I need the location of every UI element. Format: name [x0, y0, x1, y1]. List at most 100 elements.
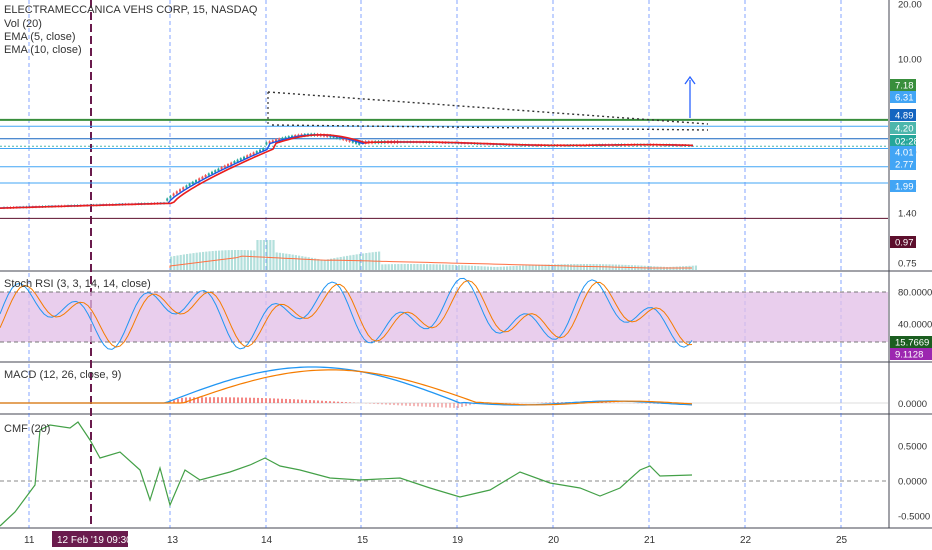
volume-bar — [493, 266, 496, 270]
volume-bar — [294, 255, 297, 270]
price-tag-text: 1.99 — [895, 182, 914, 193]
price-pane[interactable] — [0, 75, 888, 219]
cmf-line — [0, 421, 693, 527]
price-tag-text: 6.31 — [895, 93, 914, 104]
volume-bar — [586, 264, 589, 270]
trendline-upper — [267, 91, 709, 125]
price-tag: 4.89 — [890, 109, 916, 122]
volume-bar — [330, 258, 333, 270]
volume-bar — [531, 265, 534, 270]
volume-bar — [346, 255, 349, 270]
volume-bar — [432, 264, 435, 270]
candle-body — [252, 152, 255, 155]
volume-bar — [477, 266, 480, 270]
volume-bar — [518, 265, 521, 270]
cmf-label[interactable]: CMF (20) — [4, 423, 51, 435]
volume-bar — [502, 266, 505, 270]
volume-bar — [525, 265, 528, 270]
price-tick-label: 10.00 — [898, 55, 922, 66]
time-tick-label: 25 — [836, 535, 848, 546]
volume-bar — [282, 253, 285, 270]
candle-body — [355, 141, 357, 144]
volume-bar — [509, 266, 512, 270]
candle-body — [172, 193, 175, 196]
cmf-tick-label: -0.5000 — [898, 512, 930, 523]
volume-bar — [221, 250, 224, 270]
time-tick-label: 11 — [24, 535, 35, 546]
volume-bar — [317, 258, 320, 270]
candle-body — [166, 198, 169, 201]
candle-body — [198, 178, 201, 181]
volume-bar — [582, 264, 585, 270]
volume-bar — [275, 252, 278, 270]
volume-bar — [202, 251, 205, 270]
candle-body — [214, 170, 217, 173]
volume-bar — [269, 240, 272, 270]
volume-bar — [256, 240, 259, 270]
volume-bar — [570, 264, 573, 270]
stoch-label[interactable]: Stoch RSI (3, 3, 14, 14, close) — [4, 278, 151, 290]
volume-bar — [499, 266, 502, 270]
price-axis[interactable]: 20.0010.004.001.991.400.757.186.314.894.… — [890, 0, 932, 523]
volume-bar — [307, 257, 310, 270]
candle-body — [265, 142, 268, 145]
volume-bar — [474, 265, 477, 270]
stoch-tick-label: 40.0000 — [898, 320, 932, 331]
stoch-tag-text: 9.1128 — [895, 350, 923, 361]
volume-bar — [237, 250, 240, 270]
candle-body — [284, 136, 287, 140]
volume-bar — [384, 264, 387, 270]
price-tag: 1.99 — [890, 180, 916, 193]
ema10-label[interactable]: EMA (10, close) — [4, 44, 82, 56]
time-tick-label: 22 — [740, 535, 752, 546]
price-tick-label: 1.40 — [898, 209, 917, 220]
time-tick-label: 21 — [644, 535, 656, 546]
volume-bar — [483, 266, 486, 270]
price-tag-bg — [890, 122, 916, 134]
candle-body — [358, 142, 361, 145]
volume-bar — [262, 240, 265, 270]
price-tag-text: 0.97 — [895, 238, 914, 249]
volume-bar — [243, 250, 246, 270]
volume-bar — [246, 250, 249, 270]
candle-body — [185, 185, 188, 188]
price-tag-bg — [890, 146, 916, 158]
macd-label[interactable]: MACD (12, 26, close, 9) — [4, 369, 122, 381]
volume-bar — [550, 264, 553, 270]
volume-bar — [445, 264, 448, 270]
price-tag-text: 02:28 — [895, 137, 919, 148]
volume-bar — [259, 240, 262, 270]
price-tag-text: 4.20 — [895, 124, 914, 135]
candle-body — [230, 162, 233, 165]
volume-bar — [230, 250, 233, 270]
candle-body — [191, 181, 194, 185]
volume-bar — [320, 259, 323, 270]
price-tag-bg — [890, 236, 916, 248]
time-tick-label: 14 — [261, 535, 273, 546]
volume-bar — [480, 266, 483, 270]
candle-body — [182, 187, 185, 190]
ema5-label[interactable]: EMA (5, close) — [4, 31, 76, 43]
macd-pane[interactable] — [0, 366, 888, 408]
stoch-rsi-pane[interactable] — [0, 277, 888, 350]
volume-bar — [426, 264, 429, 270]
volume-bar — [534, 265, 537, 270]
cmf-pane[interactable] — [0, 421, 888, 527]
volume-bar — [250, 250, 253, 270]
price-tick-label: 20.00 — [898, 0, 922, 11]
price-tag-bg — [890, 91, 916, 103]
volume-bar — [454, 264, 457, 270]
volume-bar — [566, 264, 569, 270]
volume-bar — [253, 250, 256, 270]
volume-bar — [192, 253, 195, 270]
price-tag-bg — [890, 158, 916, 170]
volume-bar — [390, 264, 393, 270]
volume-bar — [336, 257, 339, 270]
volume-bar — [538, 264, 541, 270]
candle-body — [220, 167, 223, 170]
time-axis[interactable]: 11 13 14 15 19 20 21 22 25 12 Feb '19 09:30 — [24, 531, 848, 547]
vol-label[interactable]: Vol (20) — [4, 18, 42, 30]
price-tag: 4.20 — [890, 122, 916, 135]
time-tick-label: 13 — [167, 535, 179, 546]
